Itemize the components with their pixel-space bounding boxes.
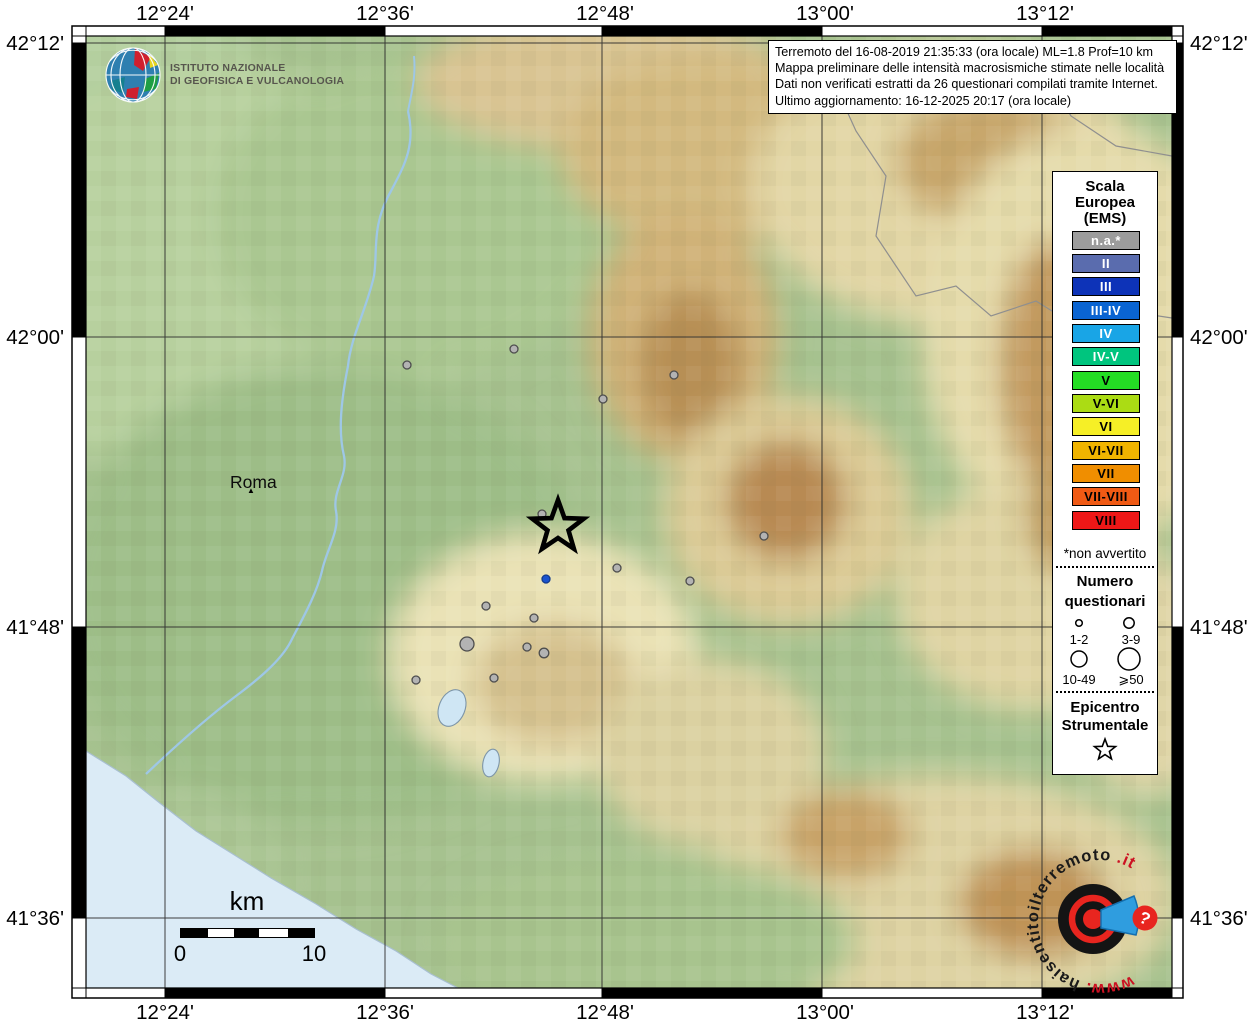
axis-label-bottom-1300: 13°00' xyxy=(796,1001,854,1024)
questionnaire-locality-marker xyxy=(509,344,519,354)
ingv-line2: DI GEOFISICA E VULCANOLOGIA xyxy=(170,75,345,87)
size-class-3-9: 3-9 xyxy=(1121,632,1141,647)
size-class-1-2: 1-2 xyxy=(1069,632,1089,647)
legend-epicenter-star-icon xyxy=(1092,736,1118,761)
size-class-10-49: 10-49 xyxy=(1062,672,1096,687)
questionnaire-locality-marker xyxy=(459,636,475,652)
axis-label-left-4200: 42°00' xyxy=(6,326,64,349)
questionnaire-locality-marker xyxy=(529,613,539,623)
legend-divider-2 xyxy=(1056,691,1154,693)
scalebar-tick-0: 0 xyxy=(173,941,187,966)
axis-label-left-4148: 41°48' xyxy=(6,616,64,639)
terrain-map-canvas xyxy=(86,36,1172,988)
questionnaire-locality-marker xyxy=(685,576,695,586)
raster-pixel-overlay xyxy=(86,36,1172,988)
ingv-line1: ISTITUTO NAZIONALE xyxy=(170,62,286,74)
epicentro-title-1: Epicentro xyxy=(1070,699,1140,716)
axis-label-bottom-1312: 13°12' xyxy=(1016,1001,1074,1024)
scalebar-seg-4 xyxy=(259,929,288,937)
ingv-globe-logo-icon xyxy=(105,47,161,103)
axis-label-top-1300: 13°00' xyxy=(796,2,854,25)
questionnaire-locality-marker xyxy=(481,601,491,611)
info-line-data: Dati non verificati estratti da 26 quest… xyxy=(775,77,1158,92)
axis-label-top-1236: 12°36' xyxy=(356,2,414,25)
axis-label-right-4148: 41°48' xyxy=(1190,616,1248,639)
axis-label-top-1312: 13°12' xyxy=(1016,2,1074,25)
earthquake-info-box: Terremoto del 16-08-2019 21:35:33 (ora l… xyxy=(768,40,1177,114)
epicentro-title-2: Strumentale xyxy=(1061,717,1149,734)
axis-label-left-4136: 41°36' xyxy=(6,907,64,930)
url-tld: .it xyxy=(1115,849,1139,873)
scalebar xyxy=(180,928,315,938)
info-line-mapdesc: Mappa preliminare delle intensità macros… xyxy=(775,61,1165,76)
axis-label-bottom-1248: 12°48' xyxy=(576,1001,634,1024)
axis-label-right-4136: 41°36' xyxy=(1190,907,1248,930)
axis-label-right-4200: 42°00' xyxy=(1190,326,1248,349)
info-line-update: Ultimo aggiornamento: 16-12-2025 20:17 (… xyxy=(775,93,1072,108)
axis-label-left-4212: 42°12' xyxy=(6,32,64,55)
questionnaire-locality-marker xyxy=(541,574,551,584)
questionnaire-locality-marker xyxy=(538,647,550,659)
size-class-50: ⩾50 xyxy=(1118,672,1144,687)
questionnaire-locality-marker xyxy=(598,394,608,404)
info-line-event: Terremoto del 16-08-2019 21:35:33 (ora l… xyxy=(775,45,1154,59)
scalebar-tick-10: 10 xyxy=(301,941,327,966)
haisentitoilterremoto-watermark: ? www. haisentitoilterremoto .it xyxy=(1015,837,1185,1007)
ingv-logo-text: ISTITUTO NAZIONALE DI GEOFISICA E VULCAN… xyxy=(170,62,344,88)
scalebar-seg-2 xyxy=(208,929,234,937)
questionnaire-locality-marker xyxy=(759,531,769,541)
axis-label-right-4212: 42°12' xyxy=(1190,32,1248,55)
legend-panel: Scala Europea (EMS) n.a.* II III III-IV … xyxy=(1052,171,1158,775)
questionnaire-locality-marker xyxy=(411,675,421,685)
scalebar-seg-1 xyxy=(181,929,208,937)
questionnaire-locality-marker xyxy=(402,360,412,370)
questionnaire-locality-marker xyxy=(489,673,499,683)
questionnaire-locality-marker xyxy=(522,642,532,652)
scalebar-seg-5 xyxy=(288,929,314,937)
url-www: www. xyxy=(1083,972,1137,998)
questionnaire-locality-marker xyxy=(612,563,622,573)
city-marker-roma: ▲ xyxy=(247,486,255,495)
haisentito-logo-icon: ? www. haisentitoilterremoto .it xyxy=(1024,846,1158,998)
axis-label-bottom-1224: 12°24' xyxy=(136,1001,194,1024)
scalebar-unit-label: km xyxy=(229,886,265,916)
axis-label-top-1248: 12°48' xyxy=(576,2,634,25)
axis-label-top-1224: 12°24' xyxy=(136,2,194,25)
axis-label-bottom-1236: 12°36' xyxy=(356,1001,414,1024)
questionnaire-locality-marker xyxy=(669,370,679,380)
bullseye-center xyxy=(1083,909,1103,929)
scalebar-seg-3 xyxy=(234,929,259,937)
